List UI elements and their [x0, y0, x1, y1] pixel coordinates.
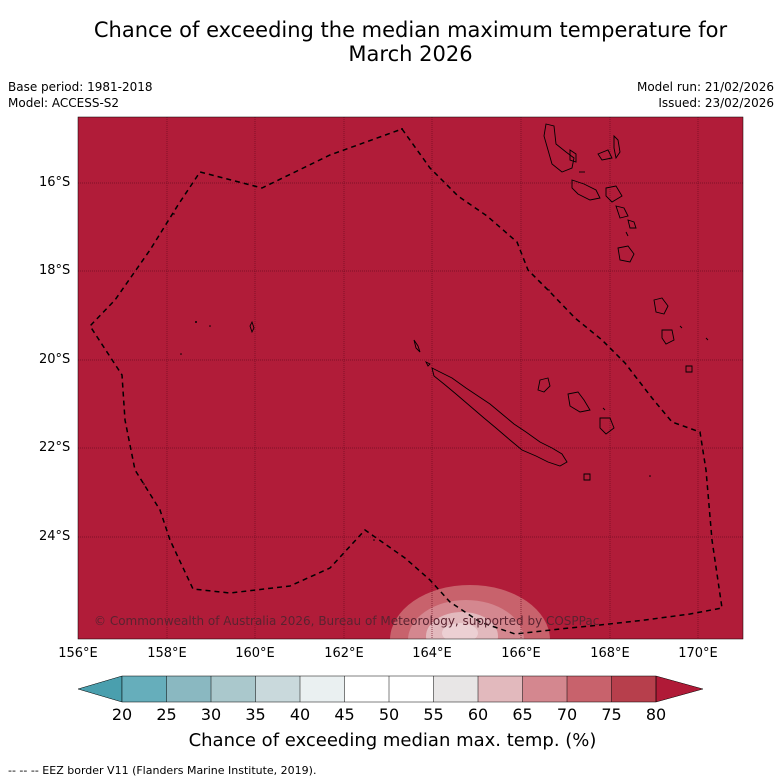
map-frame — [77, 116, 744, 640]
colorbar-tick-25: 25 — [156, 705, 177, 724]
eez-legend-footer: -- -- -- EEZ border V11 (Flanders Marine… — [8, 764, 317, 777]
lon-label-168e: 168°E — [590, 646, 630, 661]
colorbar-tick-55: 55 — [423, 705, 444, 724]
colorbar-seg-60-65 — [478, 676, 523, 702]
issued-date: Issued: 23/02/2026 — [658, 96, 774, 110]
lon-label-164e: 164°E — [412, 646, 452, 661]
map-title: Chance of exceeding the median maximum t… — [40, 18, 781, 66]
colorbar-tick-30: 30 — [200, 705, 222, 724]
lon-label-166e: 166°E — [501, 646, 541, 661]
colorbar-seg-20-25 — [122, 676, 167, 702]
lat-label-22s: 22°S — [39, 440, 71, 455]
lat-label-20s: 20°S — [39, 352, 71, 367]
lower-probability-patch — [390, 585, 550, 639]
colorbar-seg-50-55 — [389, 676, 434, 702]
colorbar-low-extend — [77, 675, 123, 703]
colorbar-tick-80: 80 — [645, 705, 667, 724]
colorbar-high-extend — [655, 675, 704, 703]
lon-label-162e: 162°E — [324, 646, 364, 661]
meta-right: Model run: 21/02/2026 Issued: 23/02/2026 — [637, 79, 774, 111]
lon-label-170e: 170°E — [678, 646, 718, 661]
lat-label-16s: 16°S — [39, 175, 71, 190]
colorbar — [77, 675, 704, 703]
coastlines — [249, 123, 709, 481]
colorbar-seg-30-35 — [211, 676, 256, 702]
colorbar-tick-40: 40 — [289, 705, 311, 724]
colorbar-tick-45: 45 — [334, 705, 355, 724]
small-islets — [143, 128, 651, 541]
vanuatu-islands — [543, 123, 575, 173]
eez-border — [89, 128, 723, 635]
meta-left: Base period: 1981-2018 Model: ACCESS-S2 — [8, 79, 153, 111]
model-name: Model: ACCESS-S2 — [8, 96, 120, 110]
lat-label-18s: 18°S — [39, 263, 71, 278]
gridlines — [78, 117, 743, 639]
colorbar-seg-25-30 — [166, 676, 211, 702]
colorbar-seg-40-45 — [300, 676, 345, 702]
colorbar-tick-75: 75 — [601, 705, 622, 724]
lon-label-158e: 158°E — [147, 646, 187, 661]
lon-label-160e: 160°E — [235, 646, 275, 661]
title-line-2: March 2026 — [348, 42, 473, 66]
colorbar-tick-35: 35 — [245, 705, 266, 724]
lon-label-156e: 156°E — [58, 646, 98, 661]
base-period: Base period: 1981-2018 — [8, 80, 153, 94]
colorbar-tick-70: 70 — [556, 705, 578, 724]
colorbar-seg-55-60 — [433, 676, 478, 702]
colorbar-seg-65-70 — [522, 676, 567, 702]
colorbar-tick-50: 50 — [378, 705, 400, 724]
colorbar-tick-60: 60 — [467, 705, 489, 724]
colorbar-seg-70-75 — [567, 676, 612, 702]
colorbar-tick-20: 20 — [111, 705, 133, 724]
colorbar-seg-35-40 — [255, 676, 300, 702]
colorbar-tick-65: 65 — [512, 705, 533, 724]
new-caledonia-island — [431, 367, 568, 467]
loyalty-islands — [537, 377, 551, 393]
title-line-1: Chance of exceeding the median maximum t… — [93, 18, 728, 42]
lat-label-24s: 24°S — [39, 529, 71, 544]
model-run: Model run: 21/02/2026 — [636, 80, 774, 94]
copyright-notice: © Commonwealth of Australia 2026, Bureau… — [94, 614, 600, 628]
map-area — [78, 117, 743, 639]
colorbar-title: Chance of exceeding median max. temp. (%… — [188, 730, 597, 751]
colorbar-seg-45-50 — [344, 676, 389, 702]
colorbar-seg-75-80 — [611, 676, 656, 702]
